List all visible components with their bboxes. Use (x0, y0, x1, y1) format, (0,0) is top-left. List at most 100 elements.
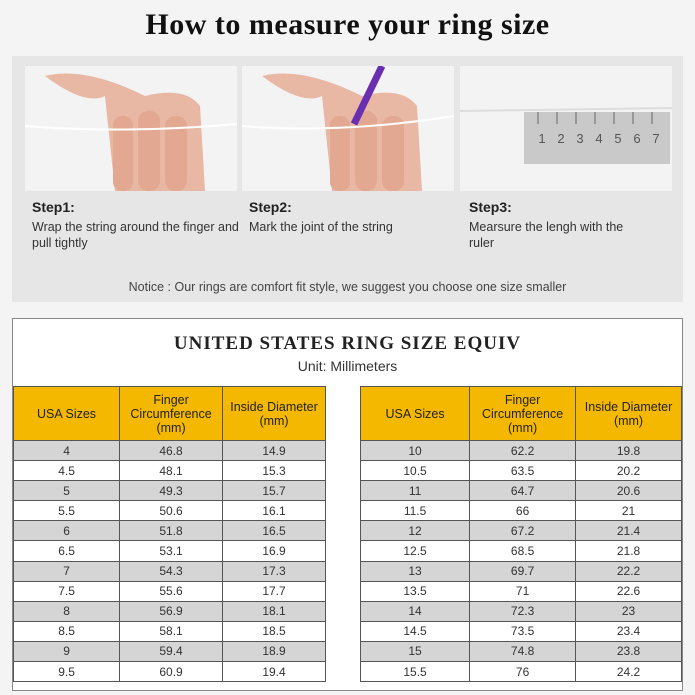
table-cell: 21 (575, 500, 682, 522)
table-cell: 69.7 (469, 560, 577, 582)
table-cell: 64.7 (469, 480, 577, 502)
table-cell: 15 (359, 640, 471, 663)
table-cell: 18.1 (222, 600, 326, 622)
step-label: Step2: (249, 199, 292, 215)
table-cell: 15.7 (222, 480, 326, 502)
table-cell: 53.1 (119, 540, 224, 562)
table-cell: 73.5 (469, 620, 577, 642)
column-header: Inside Diameter (mm) (575, 386, 682, 441)
table-cell: 14 (359, 600, 471, 622)
ruler-number: 3 (576, 131, 583, 146)
table-cell: 17.7 (222, 580, 326, 602)
table-cell: 8.5 (12, 620, 121, 642)
table-cell: 63.5 (469, 460, 577, 482)
chart-title: UNITED STATES RING SIZE EQUIV (173, 333, 522, 354)
table-cell: 12 (359, 520, 471, 542)
table-cell: 15.5 (359, 661, 471, 683)
table-cell: 54.3 (119, 560, 224, 582)
page-title: How to measure your ring size (145, 8, 550, 41)
table-cell: 10.5 (359, 460, 471, 482)
table-cell: 5.5 (12, 500, 121, 522)
table-cell: 46.8 (119, 439, 224, 462)
table-cell: 23.8 (575, 640, 682, 663)
table-cell: 21.8 (575, 540, 682, 562)
table-cell: 12.5 (359, 540, 471, 562)
table-cell: 14.9 (222, 439, 326, 462)
table-row: 7.5 55.6 17.7 (12, 580, 326, 602)
table-cell: 7 (12, 560, 121, 582)
step-text: Mearsure the lengh with the ruler (469, 220, 624, 250)
header-row: USA Sizes Finger Circumference (mm) Inside… (359, 386, 682, 441)
ruler-number: 4 (595, 131, 602, 146)
table-row: 5.5 50.6 16.1 (12, 500, 326, 522)
table-cell: 16.9 (222, 540, 326, 562)
table-cell: 4.5 (12, 460, 121, 482)
table-cell: 48.1 (119, 460, 224, 482)
step-3: Step3: Mearsure the lengh with the ruler (469, 199, 629, 251)
table-cell: 74.8 (469, 640, 577, 663)
step-1: Step1: Wrap the string around the finger … (32, 199, 244, 251)
column-header: Finger Circumference (mm) (469, 386, 577, 441)
table-cell: 23.4 (575, 620, 682, 642)
table-row: 13 69.7 22.2 (359, 560, 682, 582)
size-chart: UNITED STATES RING SIZE EQUIV Unit: Mill… (12, 318, 683, 691)
table-cell: 10 (359, 439, 471, 462)
table-row: 13.5 71 22.6 (359, 580, 682, 602)
table-cell: 55.6 (119, 580, 224, 602)
ruler-number: 1 (538, 131, 545, 146)
table-cell: 13 (359, 560, 471, 582)
table-row: 12 67.2 21.4 (359, 520, 682, 542)
table-cell: 60.9 (119, 661, 224, 683)
table-row: 9 59.4 18.9 (12, 640, 326, 663)
table-cell: 16.1 (222, 500, 326, 522)
table-cell: 62.2 (469, 439, 577, 462)
table-cell: 9.5 (12, 661, 121, 683)
table-cell: 17.3 (222, 560, 326, 582)
step-text: Mark the joint of the string (249, 220, 393, 234)
table-cell: 20.6 (575, 480, 682, 502)
size-table-right: USA Sizes Finger Circumference (mm) Inside… (359, 386, 682, 683)
table-cell: 6 (12, 520, 121, 542)
table-row: 8.5 58.1 18.5 (12, 620, 326, 642)
step-label: Step3: (469, 199, 512, 215)
table-cell: 76 (469, 661, 577, 683)
size-table-left: USA Sizes Finger Circumference (mm) Inside… (12, 386, 326, 683)
step-2: Step2: Mark the joint of the string (249, 199, 461, 235)
table-cell: 51.8 (119, 520, 224, 542)
column-header: Inside Diameter (mm) (222, 386, 326, 441)
table-row: 4.5 48.1 15.3 (12, 460, 326, 482)
table-cell: 8 (12, 600, 121, 622)
table-cell: 11.5 (359, 500, 471, 522)
table-row: 10.5 63.5 20.2 (359, 460, 682, 482)
table-row: 4 46.8 14.9 (12, 439, 326, 462)
table-cell: 6.5 (12, 540, 121, 562)
step1-photo (25, 66, 237, 191)
table-cell: 5 (12, 480, 121, 502)
table-row: 14.5 73.5 23.4 (359, 620, 682, 642)
table-row: 6.5 53.1 16.9 (12, 540, 326, 562)
table-cell: 16.5 (222, 520, 326, 542)
table-row: 12.5 68.5 21.8 (359, 540, 682, 562)
table-cell: 4 (12, 439, 121, 462)
hand-pen-illustration (242, 66, 454, 191)
table-cell: 11 (359, 480, 471, 502)
chart-unit: Unit: Millimeters (297, 358, 398, 374)
table-row: 11.5 66 21 (359, 500, 682, 522)
table-cell: 66 (469, 500, 577, 522)
step3-photo: 1 2 3 4 5 6 7 (460, 66, 672, 191)
table-row: 7 54.3 17.3 (12, 560, 326, 582)
step-text: Wrap the string around the finger and pu… (32, 220, 239, 250)
column-header: USA Sizes (359, 386, 471, 441)
header-row: USA Sizes Finger Circumference (mm) Inside… (12, 386, 326, 441)
table-cell: 50.6 (119, 500, 224, 522)
table-cell: 22.6 (575, 580, 682, 602)
table-cell: 9 (12, 640, 121, 663)
table-cell: 14.5 (359, 620, 471, 642)
table-cell: 7.5 (12, 580, 121, 602)
table-row: 6 51.8 16.5 (12, 520, 326, 542)
table-cell: 18.5 (222, 620, 326, 642)
table-cell: 59.4 (119, 640, 224, 663)
ruler-number: 5 (614, 131, 621, 146)
table-cell: 72.3 (469, 600, 577, 622)
step-label: Step1: (32, 199, 75, 215)
